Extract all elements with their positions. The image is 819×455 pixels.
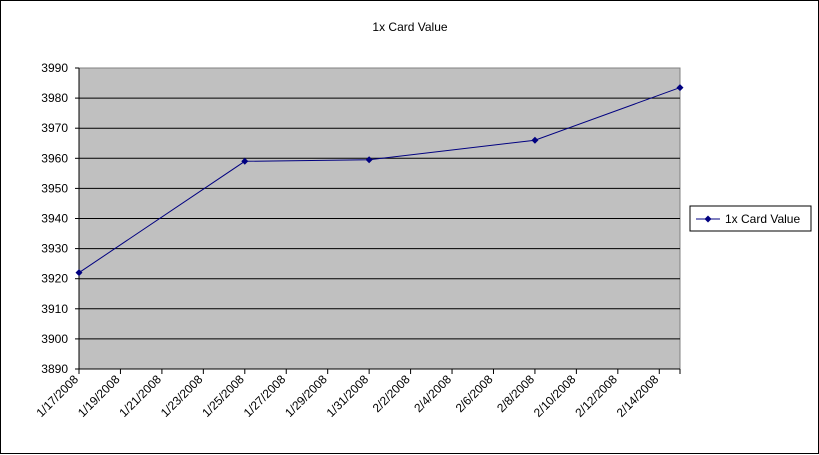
x-tick-label: 2/2/2008 <box>370 372 413 415</box>
y-tick-label: 3950 <box>41 181 68 195</box>
x-tick-label: 1/27/2008 <box>241 372 289 420</box>
legend-diamond-marker <box>704 215 712 223</box>
x-axis: 1/17/20081/19/20081/21/20081/23/20081/25… <box>33 368 681 420</box>
y-tick-label: 3900 <box>41 332 68 346</box>
y-axis: 3890 3900 3910 3920 3930 3940 3950 3960 3970 3980… <box>41 61 80 376</box>
x-tick-label: 1/31/2008 <box>324 372 372 420</box>
y-tick-label: 3910 <box>41 302 68 316</box>
y-tick-label: 3960 <box>41 151 68 165</box>
data-point <box>531 136 539 144</box>
data-point <box>676 84 684 92</box>
x-tick-label: 1/21/2008 <box>116 372 164 420</box>
x-tick-label: 1/19/2008 <box>75 372 123 420</box>
x-tick-label: 1/25/2008 <box>199 372 247 420</box>
x-tick-label: 1/23/2008 <box>158 372 206 420</box>
x-tick-label: 2/12/2008 <box>572 372 620 420</box>
data-point <box>241 157 249 165</box>
y-tick-label: 3970 <box>41 121 68 135</box>
y-tick-label: 3930 <box>41 242 68 256</box>
x-tick-label: 1/17/2008 <box>33 372 81 420</box>
y-tick-label: 3980 <box>41 91 68 105</box>
data-point <box>75 269 83 277</box>
series-group <box>75 84 684 277</box>
legend-label: 1x Card Value <box>725 212 800 226</box>
chart-title: 1x Card Value <box>372 20 447 34</box>
gridlines <box>79 97 680 340</box>
y-tick-label: 3940 <box>41 212 68 226</box>
x-tick-label: 1/29/2008 <box>282 372 330 420</box>
y-tick-label: 3890 <box>41 362 68 376</box>
y-tick-label: 3990 <box>41 61 68 75</box>
x-tick-label: 2/4/2008 <box>411 372 454 415</box>
x-tick-label: 2/6/2008 <box>453 372 496 415</box>
y-tick-label: 3920 <box>41 272 68 286</box>
legend-box <box>689 205 812 232</box>
data-point <box>365 156 373 164</box>
legend: 1x Card Value <box>689 205 812 232</box>
x-tick-label: 2/14/2008 <box>614 372 662 420</box>
x-tick-label: 2/10/2008 <box>531 372 579 420</box>
